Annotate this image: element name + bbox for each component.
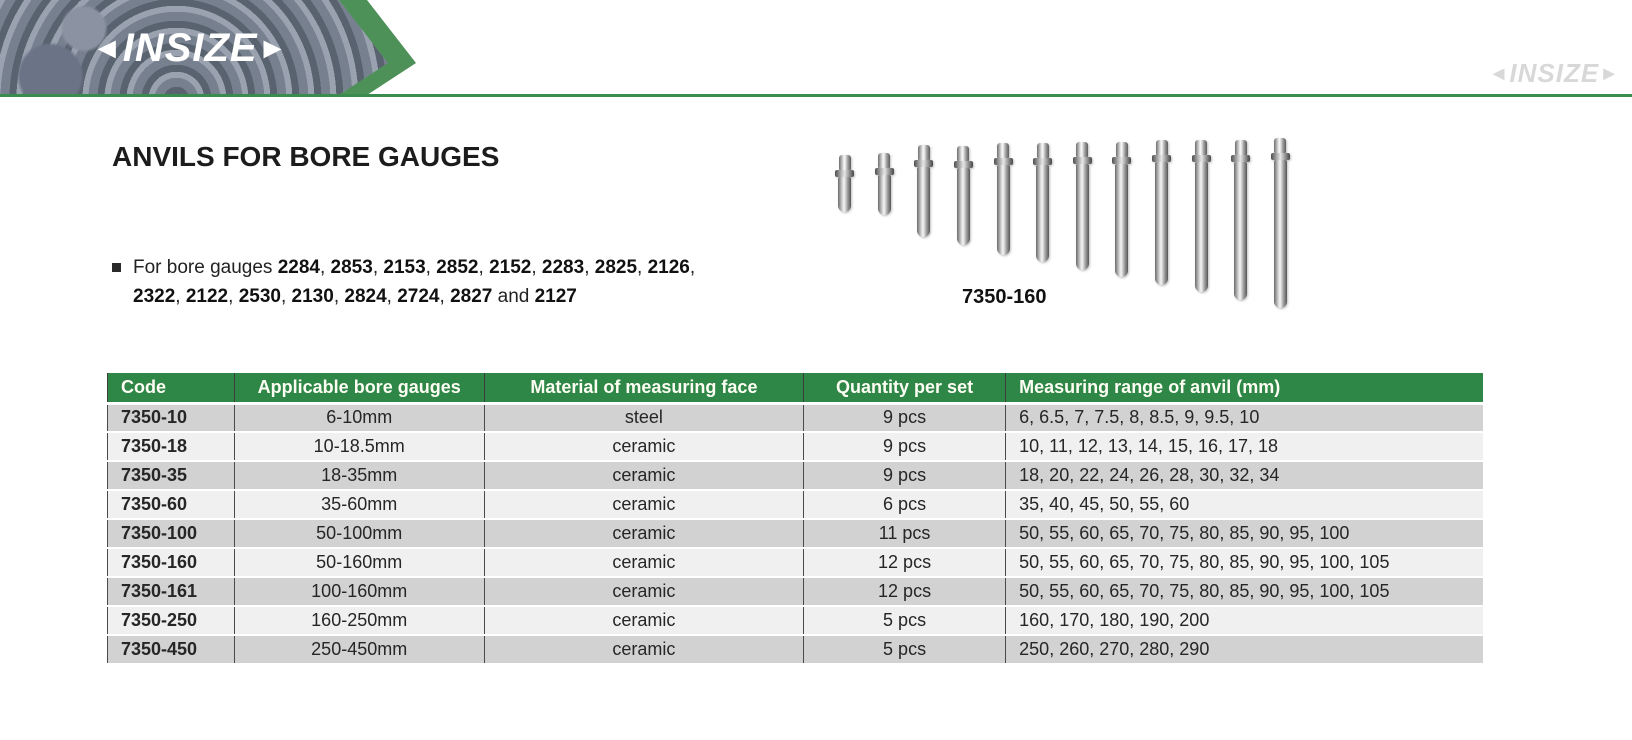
table-cell: 12 pcs bbox=[802, 577, 1006, 607]
table-cell: 50, 55, 60, 65, 70, 75, 80, 85, 90, 95, … bbox=[1005, 577, 1483, 607]
bullet-note: For bore gauges 2284, 2853, 2153, 2852, … bbox=[112, 253, 722, 311]
table-cell: ceramic bbox=[483, 490, 804, 520]
product-image-label: 7350-160 bbox=[962, 286, 1047, 308]
table-cell: 9 pcs bbox=[802, 403, 1006, 433]
table-cell: 50-100mm bbox=[233, 519, 485, 549]
watermark-left-arrow-icon: ◄ bbox=[1488, 63, 1510, 85]
cell-code: 7350-100 bbox=[107, 519, 235, 549]
table-cell: ceramic bbox=[483, 519, 804, 549]
cell-code: 7350-60 bbox=[107, 490, 235, 520]
anvil-11 bbox=[1231, 140, 1251, 300]
cell-code: 7350-160 bbox=[107, 548, 235, 578]
table-row: 7350-450 250-450mm ceramic 5 pcs 250, 260, 2… bbox=[107, 635, 1483, 665]
anvil-8 bbox=[1112, 142, 1132, 277]
table-row: 7350-161 100-160mm ceramic 12 pcs 50, 55, 60… bbox=[107, 577, 1483, 607]
anvil-6 bbox=[1033, 143, 1053, 262]
table-cell: ceramic bbox=[483, 548, 804, 578]
table-header-row: Code Applicable bore gauges Material of me… bbox=[107, 373, 1483, 405]
page-title: ANVILS FOR BORE GAUGES bbox=[112, 141, 500, 172]
table-cell: ceramic bbox=[483, 606, 804, 636]
cell-code: 7350-450 bbox=[107, 635, 235, 665]
column-header-5: Measuring range of anvil (mm) bbox=[1005, 373, 1483, 405]
column-header-1: Code bbox=[107, 373, 235, 405]
table-cell: steel bbox=[483, 403, 804, 433]
product-image: 7350-160 bbox=[830, 138, 1300, 328]
watermark-right-arrow-icon: ► bbox=[1599, 63, 1620, 85]
column-header-2: Applicable bore gauges bbox=[233, 373, 485, 405]
table-row: 7350-100 50-100mm ceramic 11 pcs 50, 55, 60,… bbox=[107, 519, 1483, 549]
anvil-9 bbox=[1152, 140, 1171, 285]
anvil-2 bbox=[874, 153, 894, 215]
table-cell: 6 pcs bbox=[802, 490, 1006, 520]
table-cell: 250-450mm bbox=[233, 635, 485, 665]
table-row: 7350-60 35-60mm ceramic 6 pcs 35, 40, 45, 50… bbox=[107, 490, 1483, 520]
anvil-5 bbox=[993, 143, 1013, 255]
bullet-text: For bore gauges 2284, 2853, 2153, 2852, … bbox=[133, 257, 696, 307]
logo-left-arrow-icon: ◄ bbox=[92, 32, 123, 65]
anvil-4 bbox=[953, 146, 973, 245]
cell-code: 7350-35 bbox=[107, 461, 235, 491]
table-cell: 35-60mm bbox=[233, 490, 485, 520]
table-cell: 9 pcs bbox=[802, 432, 1006, 462]
table-cell: 100-160mm bbox=[233, 577, 485, 607]
table-cell: 250, 260, 270, 280, 290 bbox=[1005, 635, 1483, 665]
anvil-set-illustration bbox=[835, 138, 1290, 308]
column-header-4: Quantity per set bbox=[802, 373, 1006, 405]
table-cell: 10, 11, 12, 13, 14, 15, 16, 17, 18 bbox=[1005, 432, 1483, 462]
table-cell: 6-10mm bbox=[233, 403, 485, 433]
machinery-photo bbox=[0, 0, 388, 95]
table-cell: 50, 55, 60, 65, 70, 75, 80, 85, 90, 95, … bbox=[1005, 548, 1483, 578]
table-cell: 10-18.5mm bbox=[233, 432, 485, 462]
banner-divider-line bbox=[0, 94, 1632, 97]
table-cell: 11 pcs bbox=[802, 519, 1006, 549]
anvil-12 bbox=[1270, 138, 1290, 308]
anvil-7 bbox=[1072, 142, 1092, 270]
table-row: 7350-35 18-35mm ceramic 9 pcs 18, 20, 22, 24… bbox=[107, 461, 1483, 491]
anvil-1 bbox=[835, 155, 854, 212]
table-cell: 50-160mm bbox=[233, 548, 485, 578]
table-cell: 5 pcs bbox=[802, 606, 1006, 636]
table-cell: ceramic bbox=[483, 461, 804, 491]
table-cell: 35, 40, 45, 50, 55, 60 bbox=[1005, 490, 1483, 520]
insize-watermark: ◄INSIZE► bbox=[1489, 58, 1620, 89]
table-row: 7350-160 50-160mm ceramic 12 pcs 50, 55, 60,… bbox=[107, 548, 1483, 578]
anvil-3 bbox=[914, 145, 934, 237]
table-cell: 6, 6.5, 7, 7.5, 8, 8.5, 9, 9.5, 10 bbox=[1005, 403, 1483, 433]
top-banner: ◄INSIZE► ◄INSIZE► bbox=[0, 0, 1632, 98]
table-cell: 12 pcs bbox=[802, 548, 1006, 578]
spec-table: Code Applicable bore gauges Material of me… bbox=[107, 373, 1483, 665]
table-cell: 18-35mm bbox=[233, 461, 485, 491]
table-row: 7350-10 6-10mm steel 9 pcs 6, 6.5, 7, 7.5, 8… bbox=[107, 403, 1483, 433]
table-row: 7350-18 10-18.5mm ceramic 9 pcs 10, 11, 12, … bbox=[107, 432, 1483, 462]
watermark-text: INSIZE bbox=[1509, 58, 1600, 88]
cell-code: 7350-18 bbox=[107, 432, 235, 462]
cell-code: 7350-10 bbox=[107, 403, 235, 433]
table-cell: 160, 170, 180, 190, 200 bbox=[1005, 606, 1483, 636]
table-cell: 18, 20, 22, 24, 26, 28, 30, 32, 34 bbox=[1005, 461, 1483, 491]
table-cell: 5 pcs bbox=[802, 635, 1006, 665]
table-cell: 9 pcs bbox=[802, 461, 1006, 491]
table-row: 7350-250 160-250mm ceramic 5 pcs 160, 170, 1… bbox=[107, 606, 1483, 636]
column-header-3: Material of measuring face bbox=[483, 373, 804, 405]
table-cell: 160-250mm bbox=[233, 606, 485, 636]
insize-logo: ◄INSIZE► bbox=[92, 26, 288, 71]
table-cell: ceramic bbox=[483, 635, 804, 665]
table-cell: ceramic bbox=[483, 577, 804, 607]
table-cell: 50, 55, 60, 65, 70, 75, 80, 85, 90, 95, … bbox=[1005, 519, 1483, 549]
anvil-10 bbox=[1191, 140, 1211, 292]
logo-text: INSIZE bbox=[122, 26, 258, 70]
logo-right-arrow-icon: ► bbox=[257, 32, 289, 65]
table-cell: ceramic bbox=[483, 432, 804, 462]
cell-code: 7350-250 bbox=[107, 606, 235, 636]
bullet-square-icon bbox=[112, 263, 121, 272]
cell-code: 7350-161 bbox=[107, 577, 235, 607]
